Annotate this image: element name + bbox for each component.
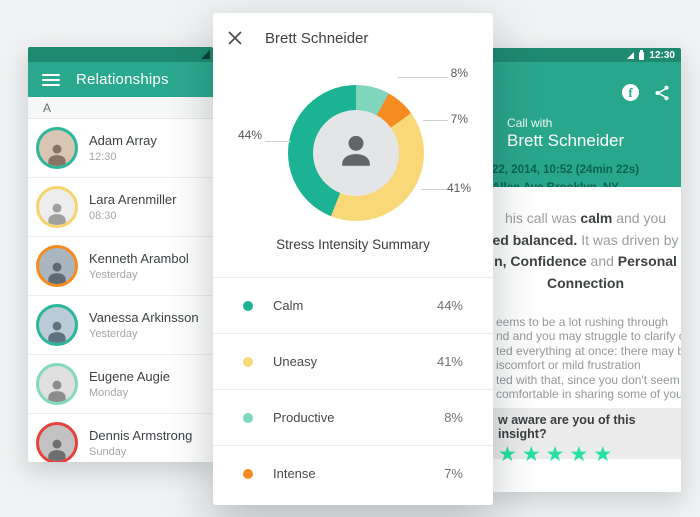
detail-line: iscomfort or mild frustration [496, 358, 641, 373]
detail-line: comfortable in sharing some of your [496, 387, 681, 402]
facebook-icon[interactable]: f [622, 84, 639, 101]
summary-line: Connection [547, 274, 624, 291]
legend-value: 7% [444, 466, 463, 481]
chart-title: Stress Intensity Summary [276, 237, 430, 252]
star-rating: ★ ★ ★ ★ ★ [498, 443, 681, 466]
legend-label: Intense [273, 466, 316, 481]
stress-donut-chart [288, 85, 424, 221]
detail-paragraph: eems to be a lot rushing through nd and y… [496, 315, 681, 401]
contact-time: Yesterday [89, 328, 138, 340]
legend-label: Productive [273, 410, 335, 425]
summary-paragraph: his call was calm and you ed balanced. It… [490, 208, 681, 294]
detail-line: ted with that, since you don't seem [496, 372, 680, 387]
contact-row[interactable]: Vanessa Arkinsson Yesterday [28, 296, 213, 355]
star-icon[interactable]: ★ [545, 443, 565, 466]
call-datetime: 22, 2014, 10:52 (24min 22s) [492, 164, 640, 176]
contact-avatar [36, 304, 78, 346]
detail-line: ted everything at once: there may be [496, 343, 681, 358]
signal-icon [201, 50, 210, 59]
app-bar: Relationships [28, 62, 213, 97]
contact-name: Vanessa Arkinsson [89, 310, 199, 325]
star-icon[interactable]: ★ [498, 443, 517, 466]
donut-center [313, 110, 399, 196]
contact-avatar [36, 363, 78, 405]
contact-time: 08:30 [89, 210, 117, 222]
legend-value: 8% [444, 410, 463, 425]
modal-header: Brett Schneider [213, 13, 493, 47]
contact-row[interactable]: Kenneth Arambol Yesterday [28, 237, 213, 296]
contact-name: Eugene Augie [89, 369, 170, 384]
summary-line: ed balanced. It was driven by [492, 231, 679, 248]
donut-label-intense: 7% [450, 112, 468, 126]
star-icon[interactable]: ★ [521, 443, 541, 466]
legend-row: Uneasy 41% [213, 333, 493, 389]
contact-name: Lara Arenmiller [89, 192, 177, 207]
status-bar-right: 12:30 [490, 48, 681, 62]
callee-name: Brett Schneider [507, 131, 625, 150]
leader-line [398, 77, 448, 78]
index-letter-header: A [28, 97, 213, 119]
status-time: 12:30 [649, 49, 675, 61]
call-insight-screen: 12:30 f Call with Brett Schneider 22, 20… [490, 48, 681, 492]
legend-label: Uneasy [273, 354, 318, 369]
summary-line: his call was calm and you [504, 210, 667, 226]
legend-dot [243, 468, 253, 479]
contact-row[interactable]: Lara Arenmiller 08:30 [28, 178, 213, 237]
legend-value: 44% [436, 298, 463, 313]
detail-line: eems to be a lot rushing through [496, 315, 669, 329]
contact-time: Monday [89, 387, 129, 399]
star-icon[interactable]: ★ [569, 443, 589, 466]
legend-label: Calm [273, 298, 304, 313]
legend-dot [243, 300, 253, 311]
contact-avatar [36, 127, 78, 169]
legend-dot [243, 412, 253, 423]
donut-label-calm: 44% [238, 128, 263, 142]
awareness-question: w aware are you of this insight? [498, 413, 636, 441]
donut-label-uneasy: 41% [446, 181, 471, 195]
contact-avatar [36, 186, 78, 228]
legend-row: Productive 8% [213, 389, 493, 445]
legend-dot [243, 356, 253, 367]
leader-line [423, 120, 448, 121]
legend-row: Intense 7% [213, 445, 493, 501]
battery-icon [639, 49, 645, 60]
donut-label-productive: 8% [450, 66, 468, 80]
contact-row[interactable]: Adam Array 12:30 [28, 119, 213, 178]
contact-name: Dennis Armstrong [89, 428, 193, 443]
legend-row: Calm 44% [213, 277, 493, 333]
contact-list: Adam Array 12:30 Lara Arenmiller 08:30 K… [28, 119, 213, 462]
contact-time: Yesterday [89, 269, 138, 281]
relationships-screen: Relationships A Adam Array 12:30 Lara Ar… [28, 47, 213, 462]
call-header: f Call with Brett Schneider 22, 2014, 10… [490, 62, 681, 194]
contact-row[interactable]: Eugene Augie Monday [28, 355, 213, 414]
share-icon[interactable] [653, 84, 671, 102]
star-icon[interactable]: ★ [593, 443, 613, 466]
rating-band: w aware are you of this insight? ★ ★ ★ ★ ★ [490, 408, 681, 466]
stress-legend: Calm 44% Uneasy 41% Productive 8% Intens… [213, 277, 493, 501]
contact-avatar [36, 245, 78, 287]
leader-line [421, 189, 448, 190]
summary-line: n, Confidence and Personal [494, 253, 677, 269]
legend-value: 41% [436, 354, 463, 369]
insight-body: his call was calm and you ed balanced. It… [490, 187, 681, 492]
person-icon [333, 128, 379, 179]
contact-avatar [36, 422, 78, 462]
signal-icon [627, 51, 635, 59]
modal-title: Brett Schneider [265, 29, 369, 47]
hamburger-menu-icon[interactable] [42, 73, 60, 86]
close-icon[interactable] [226, 29, 244, 47]
contact-time: Sunday [89, 446, 127, 458]
call-with-label: Call with [507, 116, 553, 130]
contact-name: Adam Array [89, 133, 157, 148]
leader-line [265, 141, 291, 142]
status-bar-left [28, 47, 213, 62]
index-letter: A [43, 100, 52, 115]
detail-line: nd and you may struggle to clarify or [496, 329, 681, 344]
contact-row[interactable]: Dennis Armstrong Sunday [28, 414, 213, 462]
page-title: Relationships [76, 71, 169, 88]
insight-modal: Brett Schneider 8% 7% 41% 44% Stress Int… [213, 13, 493, 505]
contact-time: 12:30 [89, 151, 117, 163]
contact-name: Kenneth Arambol [89, 251, 189, 266]
